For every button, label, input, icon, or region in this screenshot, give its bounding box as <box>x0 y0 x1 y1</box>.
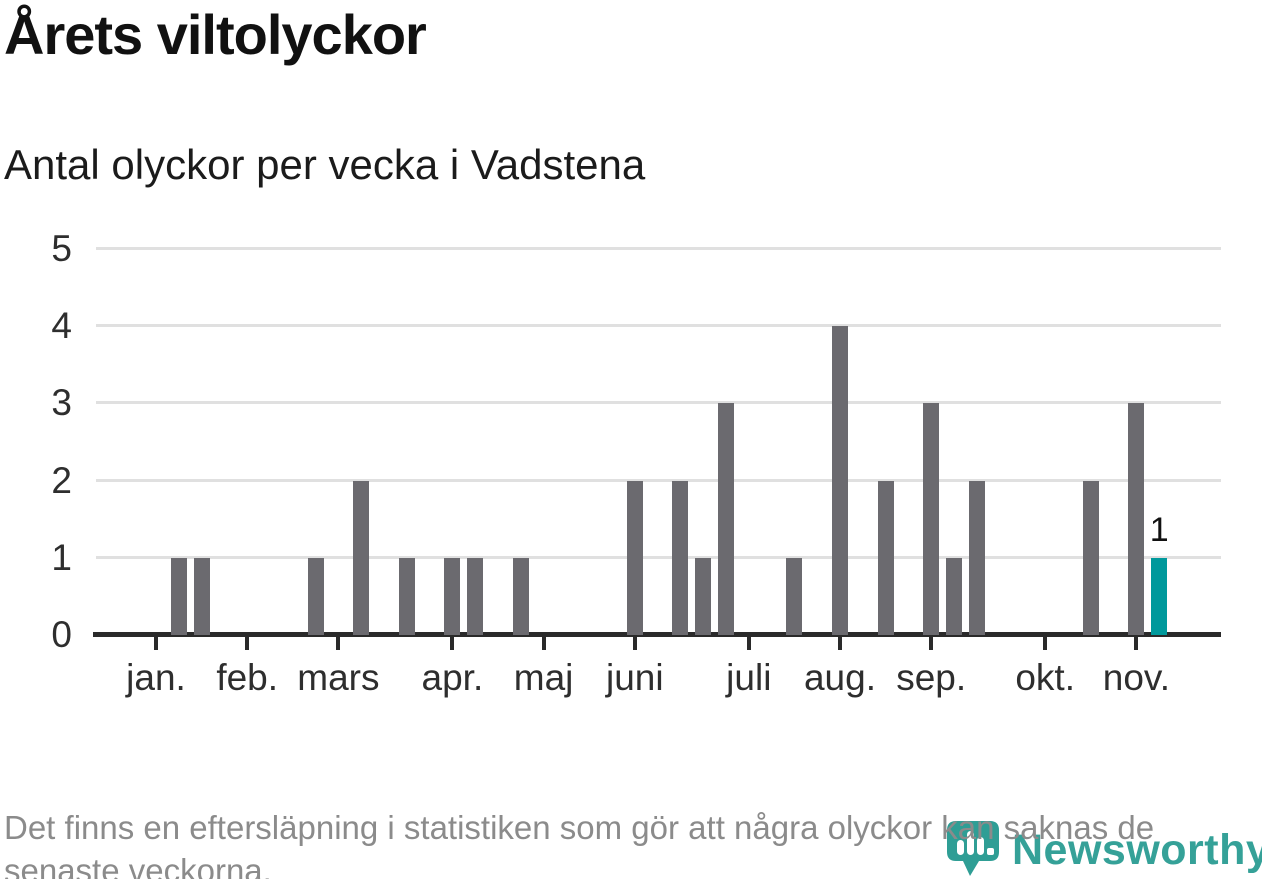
bar <box>444 557 461 635</box>
bar <box>672 480 689 635</box>
bar <box>512 557 529 635</box>
x-tick <box>838 637 842 650</box>
y-axis-label: 1 <box>51 536 72 578</box>
x-tick-label: nov. <box>1102 657 1170 698</box>
x-tick-label: apr. <box>421 657 484 698</box>
x-tick-label: okt. <box>1015 657 1075 698</box>
bar <box>1128 403 1145 635</box>
bar <box>968 480 985 635</box>
x-tick <box>450 637 455 650</box>
x-tick-label: jan. <box>126 657 186 698</box>
bar <box>398 557 415 635</box>
x-tick <box>336 637 341 650</box>
x-axis-line <box>93 632 1221 637</box>
x-tick-label: maj <box>513 657 574 698</box>
page-title: Årets viltolyckor <box>4 3 427 66</box>
bar <box>307 557 324 635</box>
bar <box>695 557 712 635</box>
bar-highlighted <box>1151 557 1168 635</box>
bar <box>353 480 370 635</box>
chart-subtitle: Antal olyckor per vecka i Vadstena <box>4 141 646 188</box>
gridline <box>96 555 1221 559</box>
x-tick <box>1134 637 1139 650</box>
x-tick-label: feb. <box>216 657 279 698</box>
x-tick-label: juli <box>726 657 772 698</box>
newsworthy-wordmark: Newsworthy <box>1012 826 1262 874</box>
bar <box>718 403 734 635</box>
x-tick <box>1043 637 1048 650</box>
x-tick <box>746 637 751 650</box>
x-tick <box>929 637 934 650</box>
footnote-line-2: senaste veckorna. <box>4 852 272 879</box>
y-axis-label: 0 <box>51 614 72 655</box>
bar <box>923 403 940 635</box>
bar-value-label: 1 <box>1149 510 1169 549</box>
bar <box>1082 480 1099 635</box>
y-axis-label: 3 <box>51 382 72 424</box>
bar <box>946 557 962 635</box>
newsworthy-pin-icon <box>947 821 999 876</box>
bar <box>832 326 848 635</box>
newsworthy-logo: Newsworthy <box>946 820 1262 878</box>
footnote: Det finns en eftersläpning i statistiken… <box>4 806 1154 879</box>
x-tick-label: sep. <box>896 657 967 698</box>
x-tick <box>632 637 637 650</box>
bar <box>170 557 187 635</box>
x-tick-label: aug. <box>803 657 876 698</box>
x-tick-label: mars <box>297 657 380 698</box>
bar <box>193 557 210 635</box>
y-axis-label: 4 <box>51 305 72 347</box>
y-axis-label: 2 <box>51 459 72 501</box>
footnote-line-1: Det finns en eftersläpning i statistiken… <box>4 809 1155 846</box>
y-axis-label: 5 <box>51 228 72 269</box>
bar <box>877 480 894 635</box>
gridline <box>96 401 1221 405</box>
bar <box>786 557 803 635</box>
bar <box>626 480 643 635</box>
x-tick <box>154 637 158 650</box>
x-tick <box>245 637 250 650</box>
x-tick-label: juni <box>605 657 664 698</box>
bar <box>467 557 484 635</box>
gridline <box>96 324 1221 328</box>
x-tick <box>541 637 546 650</box>
gridline <box>96 478 1221 482</box>
gridline <box>96 247 1221 250</box>
